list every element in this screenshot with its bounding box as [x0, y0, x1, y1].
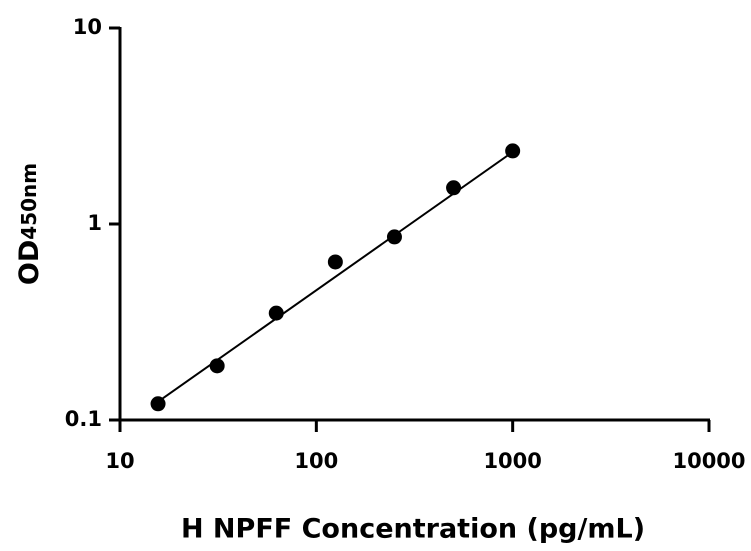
x-axis-title: H NPFF Concentration (pg/mL) [181, 514, 645, 545]
y-axis-title-main: OD [14, 240, 45, 285]
y-axis-title-sub: 450nm [17, 163, 41, 240]
x-tick-label: 10000 [672, 449, 745, 473]
y-axis-title: OD450nm [14, 163, 45, 285]
y-tick-label: 1 [87, 211, 102, 235]
fit-line [157, 151, 514, 403]
y-tick-label: 10 [73, 15, 102, 39]
y-tick-label: 0.1 [65, 407, 102, 431]
data-point [327, 254, 343, 270]
x-tick-label: 1000 [483, 449, 541, 473]
x-tick-label: 100 [294, 449, 338, 473]
x-tick-label: 10 [105, 449, 134, 473]
